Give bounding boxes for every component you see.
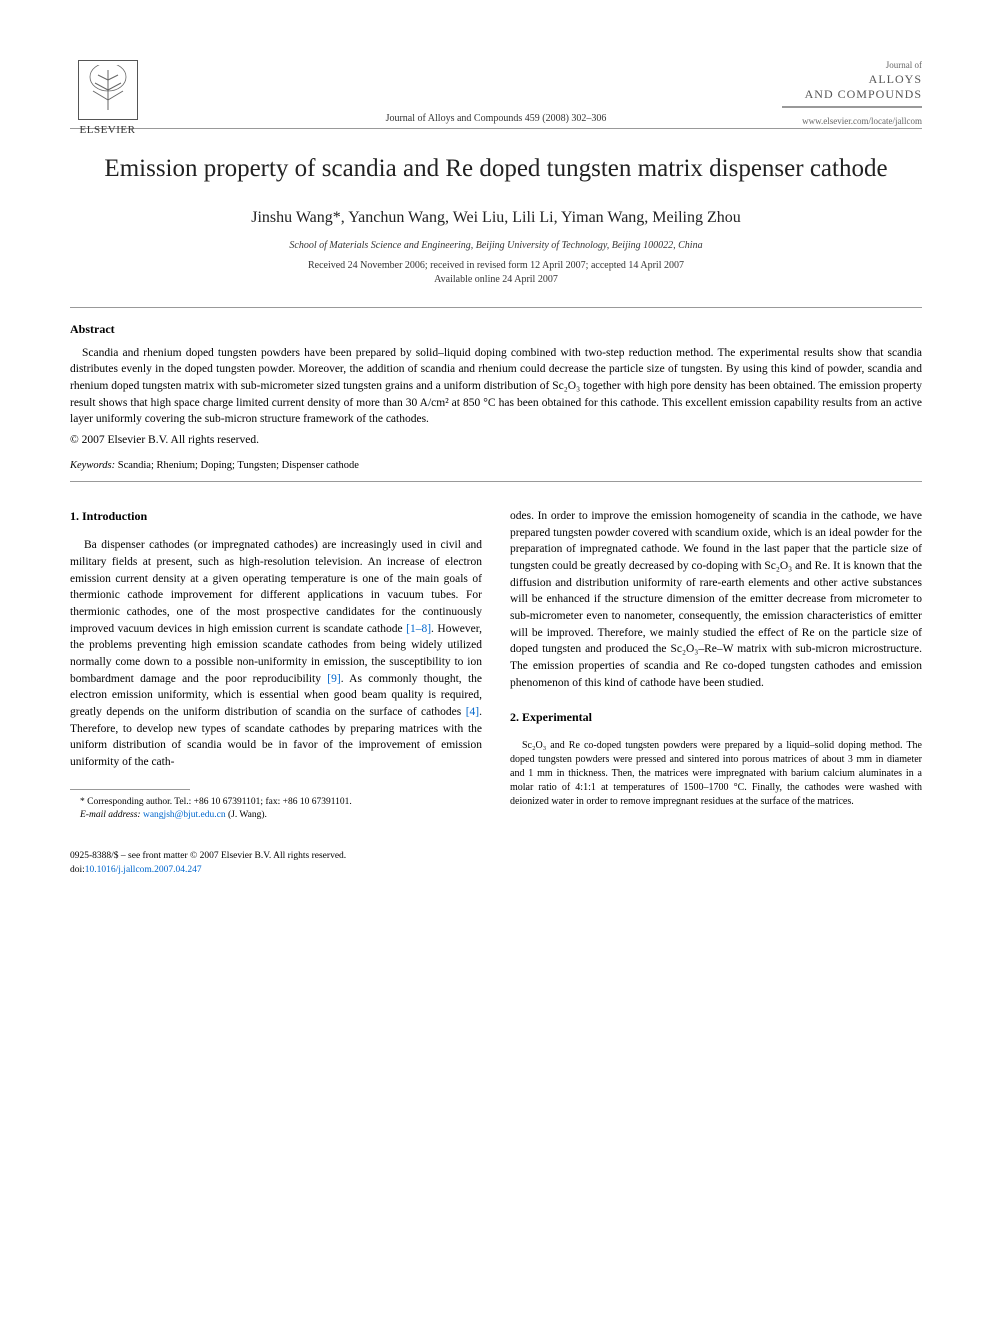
doi-prefix: doi: (70, 865, 85, 875)
email-footnote: E-mail address: wangjsh@bjut.edu.cn (J. … (70, 809, 482, 822)
journal-url: www.elsevier.com/locate/jallcom (782, 116, 922, 126)
page-footer: 0925-8388/$ – see front matter © 2007 El… (70, 850, 922, 877)
abstract-copyright: © 2007 Elsevier B.V. All rights reserved… (70, 434, 922, 446)
experimental-heading: 2. Experimental (510, 709, 922, 726)
abstract-bottom-divider (70, 481, 922, 482)
publisher-logo: ELSEVIER (70, 60, 145, 145)
publication-dates: Received 24 November 2006; received in r… (70, 259, 922, 287)
dates-received: Received 24 November 2006; received in r… (308, 260, 684, 271)
email-suffix: (J. Wang). (228, 810, 267, 820)
experimental-text: Sc₂O₃ and Re co-doped tungsten powders w… (510, 739, 922, 809)
body-columns: 1. Introduction Ba dispenser cathodes (o… (70, 508, 922, 822)
authors-list: Jinshu Wang*, Yanchun Wang, Wei Liu, Lil… (70, 206, 922, 230)
keywords-label: Keywords: (70, 460, 115, 471)
paper-title: Emission property of scandia and Re dope… (70, 153, 922, 186)
journal-logo-box: Journal of ALLOYS AND COMPOUNDS www.else… (782, 60, 922, 126)
journal-logo-subtitle: Journal of (782, 60, 922, 70)
header-divider (70, 128, 922, 129)
doi-link[interactable]: 10.1016/j.jallcom.2007.04.247 (85, 865, 202, 875)
keywords-line: Keywords: Scandia; Rhenium; Doping; Tung… (70, 460, 922, 471)
abstract-text: Scandia and rhenium doped tungsten powde… (70, 345, 922, 428)
publisher-name: ELSEVIER (80, 124, 136, 136)
left-column: 1. Introduction Ba dispenser cathodes (o… (70, 508, 482, 822)
abstract-heading: Abstract (70, 322, 922, 337)
ref-link-1-8[interactable]: [1–8] (406, 623, 431, 635)
affiliation: School of Materials Science and Engineer… (70, 240, 922, 251)
keywords-text: Scandia; Rhenium; Doping; Tungsten; Disp… (118, 460, 359, 471)
intro-text-a: Ba dispenser cathodes (or impregnated ca… (70, 539, 482, 634)
journal-logo-name: ALLOYS AND COMPOUNDS (782, 72, 922, 108)
right-column: odes. In order to improve the emission h… (510, 508, 922, 822)
corresponding-author: * Corresponding author. Tel.: +86 10 673… (70, 796, 482, 809)
header-row: ELSEVIER Journal of ALLOYS AND COMPOUNDS… (70, 60, 922, 145)
ref-link-4[interactable]: [4] (466, 706, 479, 718)
intro-paragraph-2: odes. In order to improve the emission h… (510, 508, 922, 691)
intro-heading: 1. Introduction (70, 508, 482, 525)
dates-available: Available online 24 April 2007 (434, 274, 558, 285)
footer-copyright: 0925-8388/$ – see front matter © 2007 El… (70, 851, 346, 861)
email-label: E-mail address: (80, 810, 141, 820)
abstract-top-divider (70, 307, 922, 308)
intro-paragraph-1: Ba dispenser cathodes (or impregnated ca… (70, 537, 482, 770)
ref-link-9[interactable]: [9] (327, 673, 340, 685)
publisher-tree-icon (78, 60, 138, 120)
email-link[interactable]: wangjsh@bjut.edu.cn (143, 810, 226, 820)
footnote-divider (70, 789, 190, 790)
